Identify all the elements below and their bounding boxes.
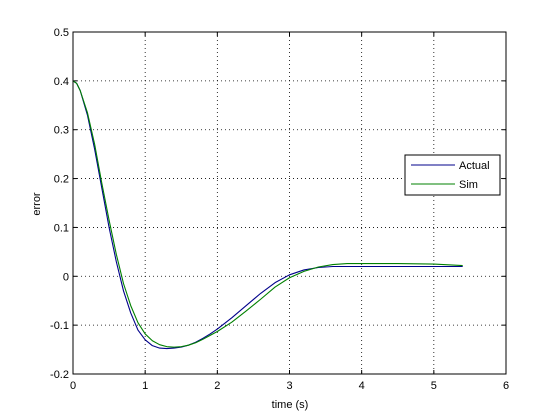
series-line-sim — [72, 80, 463, 348]
y-tick-label: 0.5 — [54, 27, 69, 39]
x-tick-label: 2 — [214, 380, 220, 392]
y-tick-label: 0 — [63, 271, 69, 283]
x-tick-label: 5 — [431, 380, 437, 392]
y-tick-label: 0.1 — [54, 222, 69, 234]
y-tick-label: 0.2 — [54, 174, 69, 186]
x-tick-label: 1 — [142, 380, 148, 392]
legend: Actual Sim — [404, 154, 501, 196]
y-tick-label: 0.3 — [54, 125, 69, 137]
legend-box — [404, 154, 501, 196]
legend-label-actual: Actual — [459, 160, 490, 172]
y-axis-label: error — [31, 192, 43, 216]
x-tick-label: 4 — [359, 380, 365, 392]
y-tick-label: -0.1 — [50, 320, 69, 332]
y-tick-label: 0.4 — [54, 76, 69, 88]
x-tick-label: 6 — [503, 380, 509, 392]
x-axis-label: time (s) — [272, 399, 309, 411]
x-tick-label: 3 — [286, 380, 292, 392]
grid — [73, 32, 506, 374]
legend-label-sim: Sim — [459, 179, 478, 191]
x-tick-label: 0 — [70, 380, 76, 392]
y-tick-label: -0.2 — [50, 369, 69, 381]
series-lines — [72, 80, 463, 350]
plot-frame — [72, 31, 507, 375]
tick-labels: 0 1 2 3 4 5 6 -0.2 -0.1 0 0.1 0.2 0.3 0.4 0.5 — [50, 27, 509, 392]
